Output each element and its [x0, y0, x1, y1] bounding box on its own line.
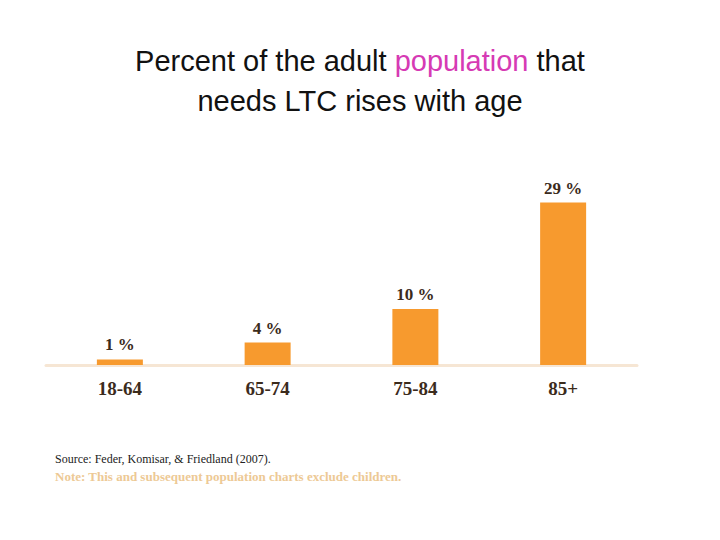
svg-text:65-74: 65-74 — [245, 378, 290, 399]
svg-text:29 %: 29 % — [544, 179, 582, 198]
svg-text:Source: Feder, Komisar, & Frie: Source: Feder, Komisar, & Friedland (200… — [55, 452, 271, 466]
svg-text:needs LTC rises with age: needs LTC rises with age — [197, 85, 522, 117]
svg-text:75-84: 75-84 — [393, 378, 438, 399]
svg-text:that: that — [528, 45, 584, 77]
svg-text:1 %: 1 % — [105, 335, 135, 354]
svg-text:Note: This and subsequent popu: Note: This and subsequent population cha… — [55, 469, 401, 484]
svg-text:85+: 85+ — [548, 378, 578, 399]
svg-text:Percent of the adult: Percent of the adult — [135, 45, 395, 77]
svg-text:4 %: 4 % — [253, 319, 283, 338]
svg-text:10 %: 10 % — [396, 285, 434, 304]
svg-text:18-64: 18-64 — [98, 378, 143, 399]
svg-text:population: population — [395, 45, 529, 77]
